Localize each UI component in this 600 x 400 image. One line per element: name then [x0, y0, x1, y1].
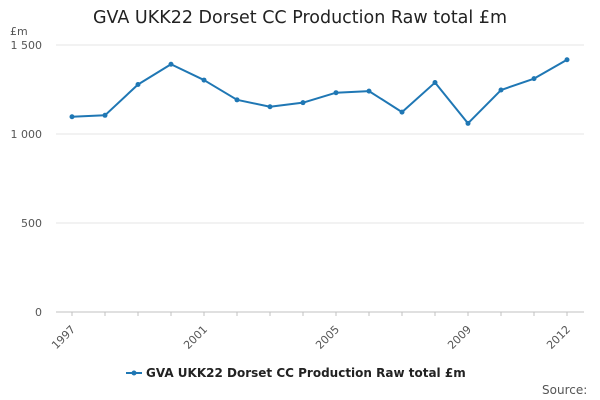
data-point	[399, 109, 405, 115]
data-point	[366, 88, 372, 94]
data-point	[135, 82, 141, 88]
y-tick-label: 1 500	[11, 39, 43, 52]
data-point	[564, 57, 570, 63]
legend[interactable]: GVA UKK22 Dorset CC Production Raw total…	[126, 366, 466, 380]
axes	[56, 311, 584, 316]
data-point	[267, 104, 273, 110]
y-tick-label: 0	[35, 306, 42, 319]
data-point	[432, 80, 438, 86]
x-tick-labels: 1997 2001 2005 2009 2012	[49, 323, 573, 352]
series-line	[71, 58, 568, 125]
legend-label: GVA UKK22 Dorset CC Production Raw total…	[146, 366, 466, 380]
source-label: Source:	[542, 383, 588, 397]
y-tick-labels: 0 500 1 000 1 500	[11, 39, 43, 319]
x-tick-label: 2001	[181, 323, 210, 352]
data-point	[168, 61, 174, 67]
x-tick-label: 2012	[544, 323, 573, 352]
legend-swatch-marker	[131, 370, 137, 376]
data-point	[333, 90, 339, 96]
y-axis-unit: £m	[10, 25, 28, 38]
data-point	[300, 100, 306, 106]
series	[69, 57, 570, 126]
y-tick-label: 500	[21, 217, 42, 230]
data-point	[234, 97, 240, 103]
gridlines	[56, 44, 584, 224]
data-point	[465, 120, 471, 126]
x-tick-label: 2005	[313, 323, 342, 352]
y-tick-label: 1 000	[11, 128, 43, 141]
legend-swatch	[126, 370, 142, 376]
data-point	[531, 76, 537, 82]
data-point	[69, 114, 75, 120]
data-point	[102, 112, 108, 118]
data-point	[201, 77, 207, 83]
chart-title: GVA UKK22 Dorset CC Production Raw total…	[92, 8, 508, 28]
x-tick-label: 1997	[49, 323, 78, 352]
data-point	[498, 87, 504, 93]
x-tick-label: 2009	[445, 323, 474, 352]
